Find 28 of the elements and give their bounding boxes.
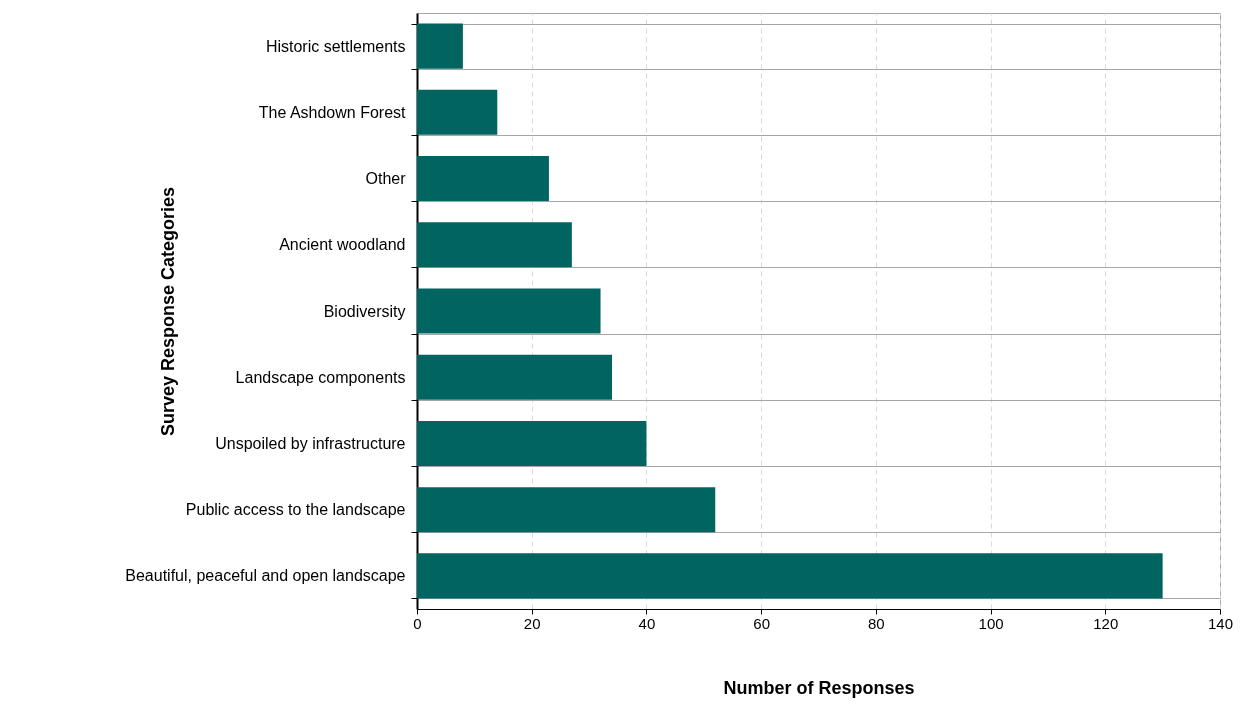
- bar: [417, 553, 1163, 599]
- bar: [417, 23, 463, 69]
- x-tick-label: 20: [523, 614, 541, 632]
- y-tick-label: Beautiful, peaceful and open landscape: [125, 567, 406, 585]
- y-tick-label: Ancient woodland: [279, 236, 406, 254]
- x-tick-label: 60: [753, 614, 770, 632]
- x-tick-label: 0: [413, 614, 422, 632]
- y-tick-label: The Ashdown Forest: [258, 103, 407, 121]
- y-axis-title: Survey Response Categories: [157, 186, 178, 437]
- bar: [417, 222, 572, 268]
- y-tick-label: Landscape components: [235, 368, 406, 386]
- x-axis-title: Number of Responses: [723, 677, 915, 698]
- x-tick-label: 80: [868, 614, 885, 632]
- x-tick-label: 40: [638, 614, 656, 632]
- bar: [417, 89, 498, 135]
- bar: [417, 156, 549, 202]
- x-tick-label: 100: [978, 614, 1004, 632]
- x-tick-label: 120: [1093, 614, 1119, 632]
- y-tick-label: Other: [365, 170, 407, 188]
- y-tick-label: Unspoiled by infrastructure: [215, 434, 406, 452]
- y-tick-label: Historic settlements: [265, 37, 406, 55]
- bar: [417, 420, 647, 466]
- y-tick-label: Public access to the landscape: [185, 501, 406, 519]
- bar: [417, 354, 613, 400]
- bar: [417, 487, 716, 533]
- x-tick-label: 140: [1207, 614, 1234, 632]
- y-tick-label: Biodiversity: [323, 302, 406, 320]
- bar: [417, 288, 601, 334]
